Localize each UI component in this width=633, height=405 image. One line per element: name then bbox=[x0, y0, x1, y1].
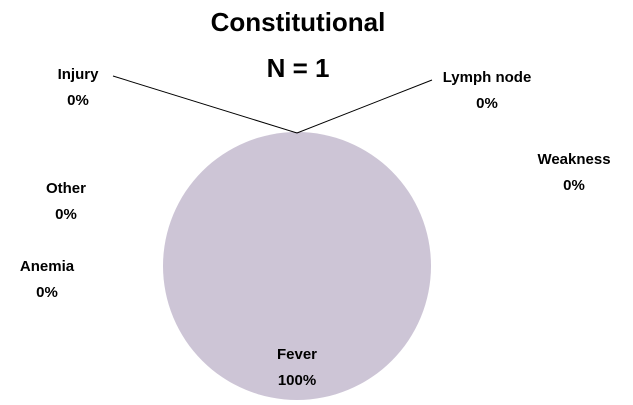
slice-label: Other bbox=[46, 180, 86, 197]
slice-label: Injury bbox=[58, 66, 99, 83]
slice-value-label: 0% bbox=[67, 92, 89, 109]
slice-value-label: 0% bbox=[55, 206, 77, 223]
slice-value-label: 0% bbox=[563, 177, 585, 194]
slice-value-label: 100% bbox=[278, 372, 316, 389]
slice-label: Anemia bbox=[20, 258, 75, 275]
leader-line bbox=[112, 75, 298, 134]
slice-value-label: 0% bbox=[476, 95, 498, 112]
slice-label: Weakness bbox=[537, 151, 610, 168]
slice-label: Fever bbox=[277, 346, 317, 363]
chart-subtitle: N = 1 bbox=[267, 53, 330, 83]
slice-label: Lymph node bbox=[443, 69, 532, 86]
slice-value-label: 0% bbox=[36, 284, 58, 301]
chart-title: Constitutional bbox=[211, 7, 386, 37]
leader-line bbox=[296, 79, 433, 134]
pie-slice bbox=[163, 132, 431, 400]
